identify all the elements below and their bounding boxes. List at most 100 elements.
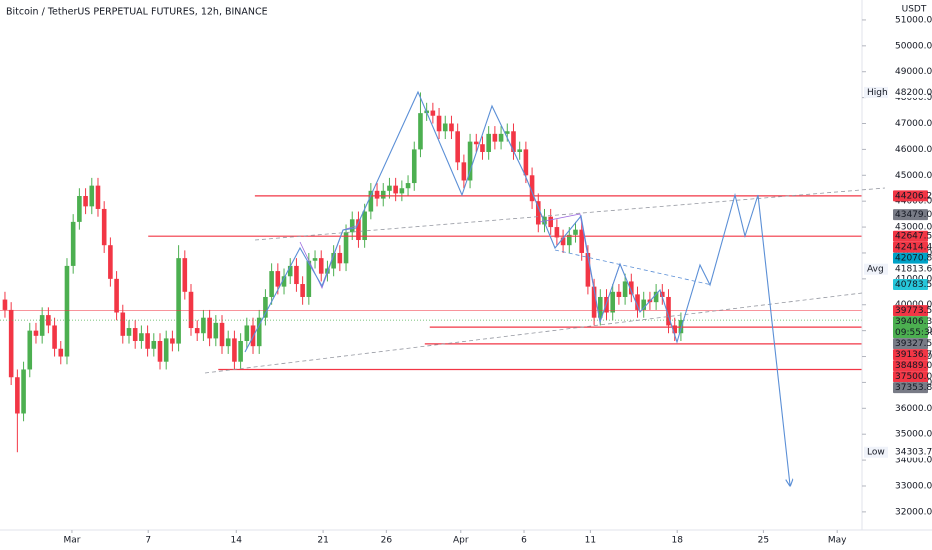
badge-bg: [893, 263, 928, 275]
y-tick-label: 34000.0: [895, 456, 932, 466]
candle-body: [418, 113, 423, 150]
candle-body: [641, 299, 647, 310]
candle-body: [597, 296, 603, 318]
candle-body: [461, 162, 467, 181]
candle-body: [2, 299, 8, 310]
badge-label: 34303.7: [895, 448, 932, 458]
candle-body: [399, 188, 405, 194]
candle-body: [101, 208, 107, 246]
candle-body: [573, 229, 578, 235]
candle-body: [622, 281, 628, 297]
badge-label: 42070.8: [895, 254, 932, 264]
badge-label: 41813.6: [895, 265, 932, 275]
badge-label: 43479.0: [895, 210, 932, 220]
y-tick-label: 36000.0: [895, 404, 932, 414]
candle-body: [362, 211, 367, 241]
plot-area: [0, 92, 862, 453]
candle-body: [95, 185, 101, 209]
candle-body: [132, 328, 138, 341]
badge-label: 42414.4: [895, 243, 932, 253]
candle-body: [473, 141, 479, 145]
candle-body: [263, 296, 268, 318]
price-badge: [893, 278, 928, 290]
candle-body: [15, 377, 20, 414]
currency-label: USDT: [902, 5, 927, 15]
candle-body: [145, 333, 150, 349]
candle-body: [182, 258, 188, 292]
candle-body: [498, 133, 504, 142]
candle-body: [207, 317, 212, 339]
candle-body: [331, 252, 336, 269]
badge-tag: High: [867, 88, 888, 98]
x-tick-label: Mar: [63, 536, 80, 546]
candle-body: [542, 216, 547, 225]
price-badge: [893, 305, 928, 317]
candle-body: [89, 185, 95, 207]
badge-label: 48200.0: [895, 88, 932, 98]
x-tick-label: 21: [317, 536, 328, 546]
candle-body: [188, 291, 194, 329]
candle-body: [616, 291, 622, 297]
y-tick-label: 46000.0: [895, 145, 932, 155]
badge-tag-bg: [864, 86, 888, 98]
x-tick-label: 6: [521, 536, 527, 546]
badge-tag-bg: [864, 446, 888, 458]
candle-body: [666, 296, 671, 326]
price-axis: 32000.033000.034000.035000.036000.037000…: [862, 15, 932, 517]
price-badge: [893, 209, 928, 221]
candle-body: [492, 133, 498, 142]
candle-body: [33, 330, 39, 336]
countdown: 09:55:38: [895, 328, 932, 338]
candle-body: [238, 340, 243, 362]
y-tick-label: 44000.0: [895, 197, 932, 207]
price-badge: [893, 230, 928, 242]
candle-body: [176, 258, 181, 344]
candle-body: [337, 252, 343, 264]
x-tick-label: 7: [145, 536, 151, 546]
candle-body: [480, 144, 485, 152]
trend-line: [554, 249, 713, 286]
candle-body: [653, 291, 659, 303]
candle-body: [343, 232, 349, 264]
candle-body: [151, 340, 157, 349]
candle-body: [219, 322, 225, 347]
y-tick-label: 45000.0: [895, 171, 932, 181]
candle-body: [374, 190, 380, 199]
candle-body: [163, 338, 169, 362]
price-badge: [893, 316, 928, 339]
candle-body: [585, 252, 591, 287]
candle-body: [39, 315, 45, 336]
candle-body: [275, 271, 281, 287]
badge-label: 38489.0: [895, 361, 932, 371]
candle-body: [629, 281, 634, 295]
badge-label: 37353.8: [895, 383, 932, 393]
candle-body: [281, 276, 287, 287]
candle-body: [387, 185, 392, 191]
badge-tag: Low: [867, 448, 885, 458]
price-badge: [893, 349, 928, 361]
candle-body: [486, 133, 491, 152]
candle-body: [660, 291, 665, 297]
badge-bg: [893, 86, 928, 98]
candle-body: [232, 338, 237, 362]
candle-body: [318, 258, 324, 274]
candle-body: [114, 278, 119, 313]
y-tick-label: 43000.0: [895, 223, 932, 233]
candle-body: [306, 260, 312, 297]
price-badge: [893, 360, 928, 372]
candle-body: [70, 221, 76, 266]
badge-label: 37500.0: [895, 372, 932, 382]
candle-body: [52, 325, 57, 349]
y-tick-label: 32000.0: [895, 507, 932, 517]
candle-body: [64, 265, 70, 357]
badge-label: 39136.7: [895, 350, 932, 360]
x-tick-label: 11: [585, 536, 596, 546]
badge-bg: [893, 446, 928, 458]
candle-body: [511, 131, 516, 152]
candle-body: [349, 219, 355, 233]
y-tick-label: 50000.0: [895, 41, 932, 51]
candle-body: [579, 229, 584, 253]
badge-label: 42647.5: [895, 232, 932, 242]
x-tick-label: 25: [758, 536, 769, 546]
candle-body: [77, 195, 82, 222]
